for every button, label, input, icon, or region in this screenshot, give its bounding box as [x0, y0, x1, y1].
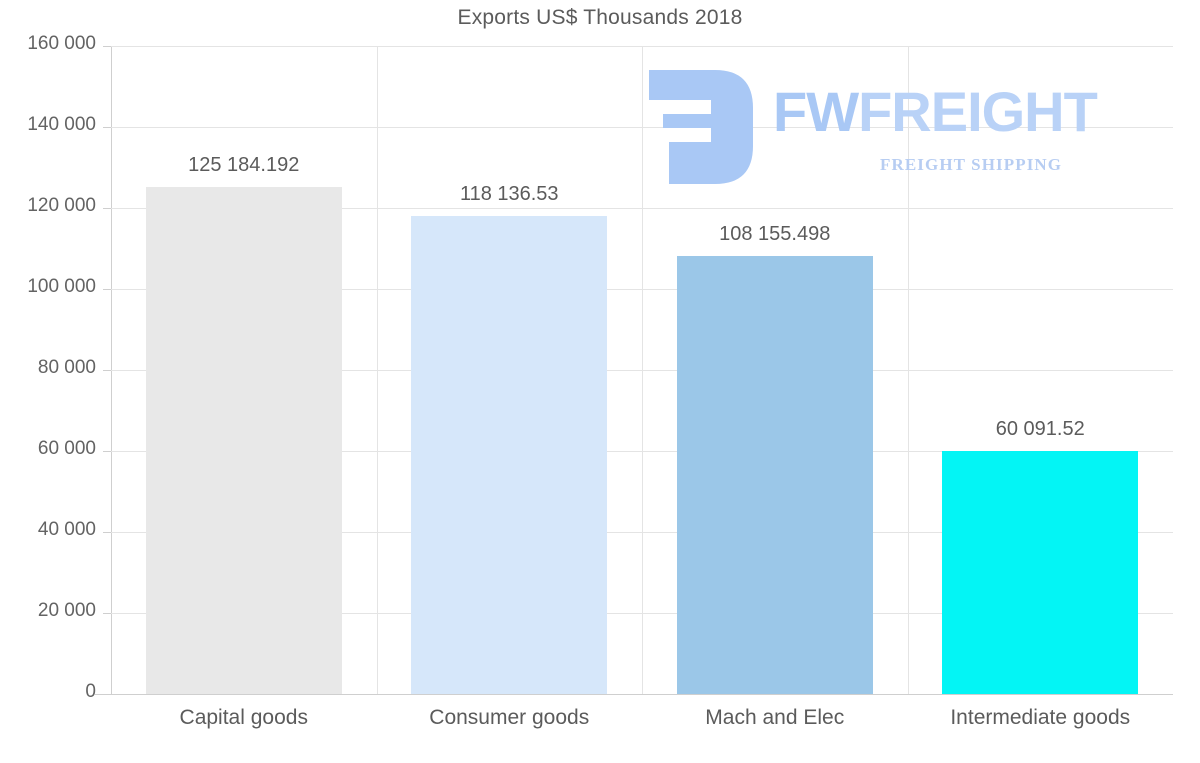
- y-axis-tick-mark: [103, 451, 112, 452]
- gridline-vertical: [377, 46, 378, 694]
- bar[interactable]: [411, 215, 608, 694]
- y-axis-tick-label: 100 000: [27, 276, 96, 297]
- y-axis-tick-mark: [103, 694, 112, 695]
- y-axis-tick-label: 80 000: [37, 357, 96, 378]
- y-axis-tick-label: 140 000: [27, 114, 96, 135]
- y-axis-tick-mark: [103, 46, 112, 47]
- bar-value-label: 118 136.53: [459, 182, 559, 205]
- x-axis-tick-label: Mach and Elec: [705, 706, 845, 729]
- gridline-vertical: [908, 46, 909, 694]
- y-axis-tick-mark: [103, 208, 112, 209]
- y-axis-tick-label: 20 000: [37, 600, 96, 621]
- y-axis-tick-label: 120 000: [27, 195, 96, 216]
- x-axis-tick-label: Capital goods: [179, 706, 308, 729]
- y-axis-tick-mark: [103, 289, 112, 290]
- x-axis-tick-label: Intermediate goods: [950, 706, 1131, 729]
- bar[interactable]: [676, 255, 873, 694]
- plot-area: [111, 46, 1173, 695]
- y-axis-tick-label: 60 000: [37, 438, 96, 459]
- bar[interactable]: [942, 450, 1139, 694]
- y-axis-tick-mark: [103, 613, 112, 614]
- y-axis-tick-mark: [103, 532, 112, 533]
- y-axis-tick-label: 160 000: [27, 33, 96, 54]
- gridline-horizontal: [111, 694, 1173, 695]
- x-axis-tick-label: Consumer goods: [429, 706, 590, 729]
- y-axis-tick-mark: [103, 370, 112, 371]
- y-axis-tick-mark: [103, 127, 112, 128]
- bar[interactable]: [145, 187, 342, 694]
- bar-value-label: 108 155.498: [719, 222, 831, 245]
- chart-title: Exports US$ Thousands 2018: [457, 6, 743, 29]
- y-axis-tick-label: 0: [85, 681, 96, 702]
- gridline-vertical: [642, 46, 643, 694]
- y-axis-tick-label: 40 000: [37, 519, 96, 540]
- bar-value-label: 125 184.192: [188, 154, 300, 176]
- bar-value-label: 60 091.52: [995, 417, 1085, 440]
